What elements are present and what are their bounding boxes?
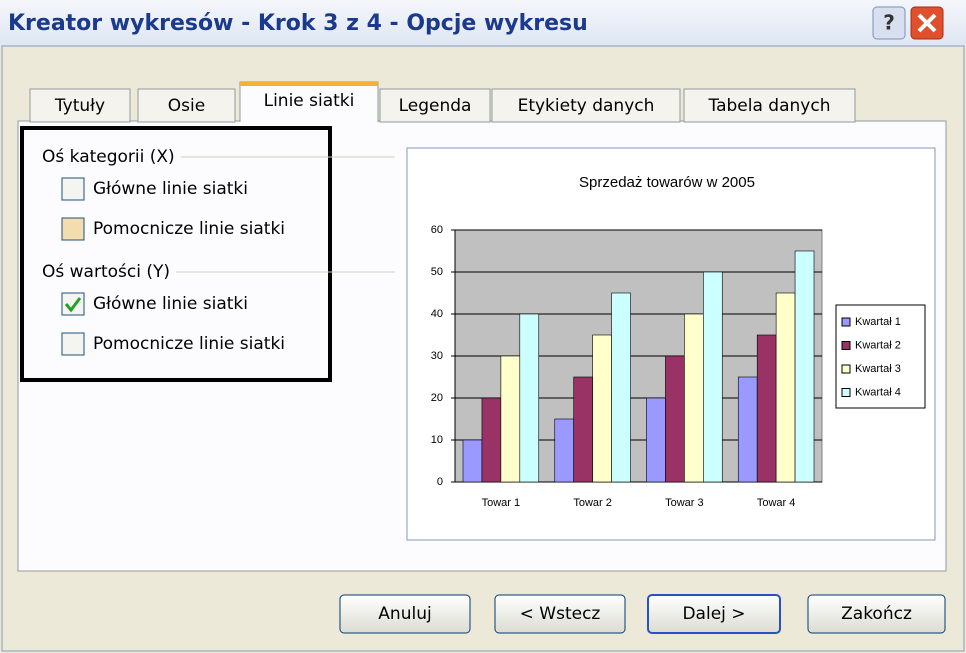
- checkbox-label[interactable]: Główne linie siatki: [93, 294, 248, 314]
- tab[interactable]: [683, 88, 856, 123]
- bar: [737, 376, 758, 483]
- close-icon: [917, 13, 937, 33]
- button-label: Dalej >: [682, 604, 745, 624]
- bar: [703, 271, 723, 483]
- checkbox[interactable]: [61, 332, 85, 356]
- legend-label: Kwartał 2: [855, 339, 901, 351]
- bar: [519, 313, 540, 483]
- checkbox[interactable]: [61, 292, 85, 316]
- bar: [684, 313, 704, 483]
- help-icon: ?: [883, 11, 895, 35]
- button-label: < Wstecz: [520, 604, 601, 624]
- button-label: Anuluj: [378, 604, 431, 624]
- button[interactable]: [647, 594, 781, 634]
- tab-highlight: [240, 82, 378, 86]
- tab-label: Linie siatki: [264, 91, 355, 111]
- legend-label: Kwartał 4: [855, 386, 901, 398]
- y-tick-label: 60: [431, 224, 443, 236]
- bar: [756, 334, 777, 483]
- y-tick-label: 0: [437, 476, 443, 488]
- legend-box: [835, 304, 926, 409]
- tab-label: Tytuły: [54, 96, 105, 116]
- bar: [665, 355, 685, 483]
- tab[interactable]: [491, 88, 681, 123]
- tab-label: Tabela danych: [708, 96, 831, 116]
- title-bar: [0, 0, 966, 46]
- bar: [794, 250, 815, 483]
- tab-label: Legenda: [399, 96, 472, 116]
- button[interactable]: [339, 594, 471, 634]
- x-tick-label: Towar 4: [757, 497, 796, 509]
- tab[interactable]: [29, 88, 131, 123]
- bar: [592, 334, 612, 483]
- tab[interactable]: [379, 88, 491, 123]
- checkbox-label[interactable]: Pomocnicze linie siatki: [93, 334, 285, 354]
- bar: [554, 418, 574, 483]
- bar: [573, 376, 593, 483]
- chart-title: Sprzedaż towarów w 2005: [579, 174, 755, 191]
- legend-swatch: [841, 388, 851, 397]
- legend-swatch: [841, 341, 851, 350]
- window-frame: [1, 45, 965, 652]
- tab[interactable]: [240, 82, 378, 123]
- checkbox[interactable]: [61, 217, 85, 241]
- tab-label: Etykiety danych: [518, 96, 655, 116]
- y-tick-label: 10: [431, 434, 443, 446]
- y-tick-label: 50: [431, 266, 443, 278]
- y-tick-label: 20: [431, 392, 443, 404]
- legend-swatch: [841, 317, 851, 327]
- highlight-box: [20, 126, 332, 382]
- y-tick-label: 40: [431, 308, 443, 320]
- bar: [462, 439, 483, 483]
- checkbox[interactable]: [61, 177, 85, 201]
- bar: [611, 292, 631, 483]
- bar: [646, 397, 666, 483]
- x-tick-label: Towar 2: [573, 497, 612, 509]
- x-tick-label: Towar 3: [665, 497, 704, 509]
- checkbox-label[interactable]: Główne linie siatki: [93, 179, 248, 199]
- y-tick-label: 30: [431, 350, 443, 362]
- group-label: Oś kategorii (X): [42, 147, 175, 167]
- tab-label: Osie: [168, 96, 205, 116]
- legend-label: Kwartał 1: [855, 316, 901, 328]
- bar: [775, 292, 796, 483]
- legend-swatch: [841, 364, 851, 374]
- tab[interactable]: [137, 88, 236, 123]
- bar: [481, 397, 502, 483]
- help-button[interactable]: [872, 6, 906, 40]
- checkbox-label[interactable]: Pomocnicze linie siatki: [93, 219, 285, 239]
- window-title: Kreator wykresów - Krok 3 z 4 - Opcje wy…: [8, 11, 588, 36]
- button-label: Zakończ: [841, 604, 912, 624]
- bar: [500, 355, 521, 483]
- button[interactable]: [494, 594, 626, 634]
- legend-label: Kwartał 3: [855, 363, 901, 375]
- x-tick-label: Towar 1: [482, 497, 521, 509]
- checkmark: [64, 297, 82, 313]
- button[interactable]: [807, 594, 946, 634]
- group-label: Oś wartości (Y): [42, 262, 170, 282]
